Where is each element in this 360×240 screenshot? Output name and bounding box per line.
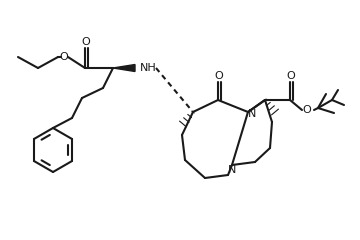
Text: N: N (248, 109, 256, 119)
Text: N: N (228, 165, 236, 175)
Text: O: O (303, 105, 311, 115)
Text: O: O (215, 71, 223, 81)
Text: O: O (287, 71, 295, 81)
Text: NH: NH (140, 63, 156, 73)
Polygon shape (113, 65, 135, 72)
Text: O: O (82, 37, 90, 47)
Text: O: O (60, 52, 68, 62)
